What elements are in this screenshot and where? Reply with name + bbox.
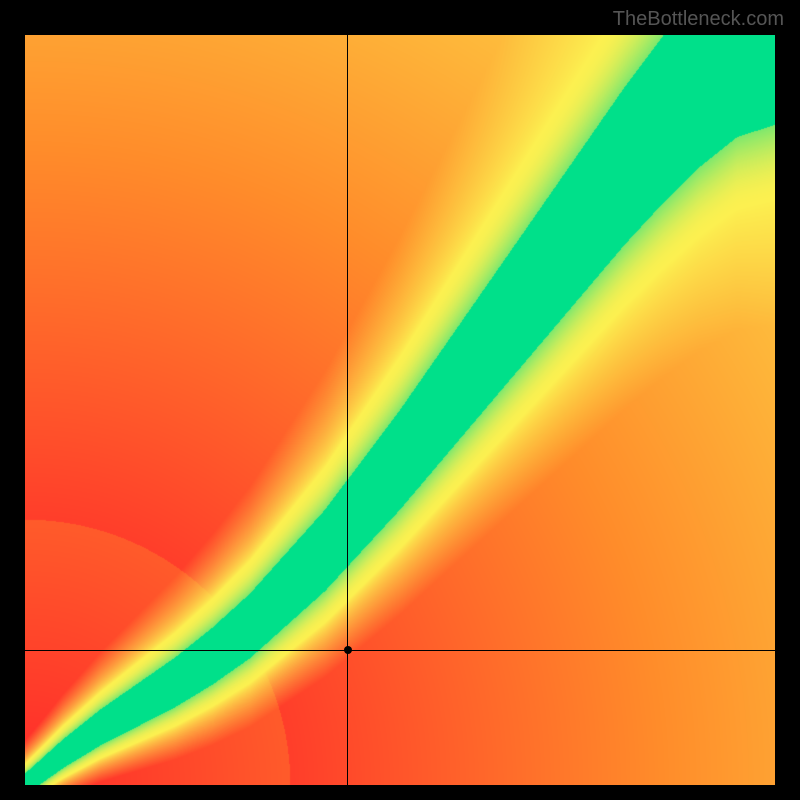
crosshair-horizontal bbox=[25, 650, 775, 651]
crosshair-marker bbox=[344, 646, 352, 654]
watermark-text: TheBottleneck.com bbox=[613, 8, 784, 31]
crosshair-vertical bbox=[347, 35, 348, 785]
heatmap-canvas bbox=[25, 35, 775, 785]
chart-container: TheBottleneck.com bbox=[0, 0, 800, 800]
